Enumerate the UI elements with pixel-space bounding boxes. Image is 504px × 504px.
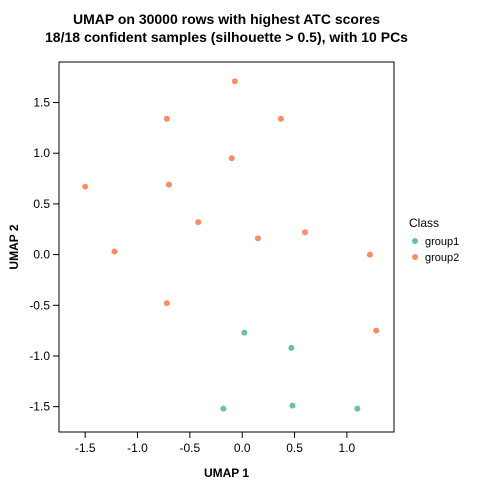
x-tick-label: 0.5	[286, 441, 303, 455]
chart-container: UMAP on 30000 rows with highest ATC scor…	[0, 0, 504, 504]
y-tick-label: 1.5	[33, 96, 50, 110]
legend-swatch	[412, 238, 418, 244]
y-tick-label: 1.0	[33, 146, 50, 160]
data-point	[220, 406, 226, 412]
data-point	[354, 406, 360, 412]
y-tick-label: -0.5	[29, 298, 50, 312]
y-tick-label: -1.0	[29, 349, 50, 363]
legend-swatch	[412, 254, 418, 260]
chart-title-line2: 18/18 confident samples (silhouette > 0.…	[45, 29, 408, 45]
data-point	[166, 182, 172, 188]
y-tick-label: 0.5	[33, 197, 50, 211]
umap-scatter-chart: UMAP on 30000 rows with highest ATC scor…	[0, 0, 504, 504]
chart-title-line1: UMAP on 30000 rows with highest ATC scor…	[73, 11, 380, 27]
legend-item-label: group1	[425, 236, 459, 248]
x-tick-label: -1.0	[127, 441, 148, 455]
x-axis-label: UMAP 1	[204, 466, 249, 480]
x-tick-label: 0.0	[234, 441, 251, 455]
y-tick-label: 0.0	[33, 248, 50, 262]
data-point	[232, 78, 238, 84]
y-axis-label: UMAP 2	[7, 224, 21, 269]
data-point	[373, 328, 379, 334]
data-point	[195, 219, 201, 225]
data-point	[111, 249, 117, 255]
data-point	[164, 116, 170, 122]
data-point	[367, 252, 373, 258]
data-point	[164, 300, 170, 306]
data-point	[302, 229, 308, 235]
x-tick-label: -1.5	[75, 441, 96, 455]
legend-title: Class	[409, 216, 439, 230]
data-point	[255, 235, 261, 241]
data-point	[288, 345, 294, 351]
x-tick-label: -0.5	[180, 441, 201, 455]
y-tick-label: -1.5	[29, 400, 50, 414]
data-point	[229, 155, 235, 161]
legend-item-label: group2	[425, 252, 459, 264]
data-point	[82, 184, 88, 190]
data-point	[278, 116, 284, 122]
data-point	[241, 330, 247, 336]
data-point	[289, 403, 295, 409]
x-tick-label: 1.0	[339, 441, 356, 455]
